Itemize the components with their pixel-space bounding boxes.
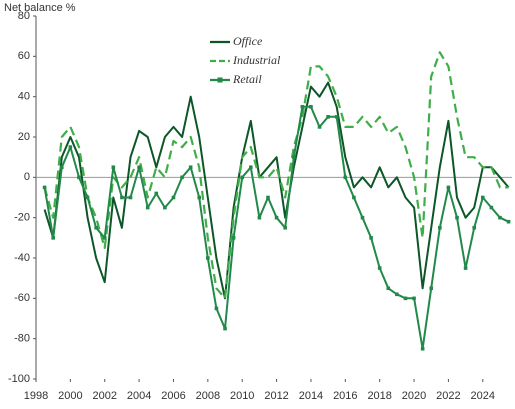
marker — [326, 115, 330, 119]
y-tick-label: -40 — [14, 252, 30, 264]
marker — [429, 286, 434, 291]
marker — [128, 195, 133, 200]
marker — [163, 205, 167, 210]
x-tick-label: 2024 — [471, 390, 495, 402]
legend-label: Retail — [232, 72, 262, 86]
y-tick-label: -20 — [14, 212, 30, 224]
marker — [334, 115, 339, 119]
marker — [102, 236, 107, 240]
marker — [506, 219, 511, 224]
marker — [463, 266, 468, 270]
marker — [111, 165, 116, 170]
marker — [352, 195, 356, 200]
marker — [214, 306, 219, 311]
marker — [480, 195, 485, 200]
legend-label: Industrial — [232, 53, 281, 67]
marker — [377, 266, 382, 270]
legend-label: Office — [233, 34, 263, 48]
marker — [300, 104, 305, 109]
x-tick-label: 2008 — [196, 390, 220, 402]
marker — [249, 165, 253, 170]
marker — [42, 185, 47, 190]
marker — [154, 191, 159, 196]
marker — [412, 296, 416, 301]
x-tick-label: 2014 — [299, 390, 323, 402]
x-tick-label: 1998 — [24, 390, 48, 402]
marker — [94, 225, 98, 230]
marker — [240, 175, 245, 180]
series-line — [43, 81, 510, 300]
y-axis-label: Net balance % — [4, 2, 76, 14]
series-line — [43, 51, 509, 300]
marker — [369, 236, 373, 240]
marker — [395, 292, 399, 297]
x-tick-label: 2016 — [333, 390, 357, 402]
marker — [403, 296, 408, 301]
y-tick-label: 80 — [18, 10, 30, 22]
legend-marker — [217, 77, 223, 83]
marker — [455, 215, 459, 220]
marker — [489, 205, 494, 210]
marker — [283, 225, 287, 230]
marker — [231, 236, 236, 240]
x-tick-label: 2022 — [436, 390, 460, 402]
y-tick-label: 40 — [18, 91, 30, 103]
marker — [77, 175, 81, 180]
marker — [498, 215, 502, 220]
marker — [171, 195, 176, 200]
marker — [68, 145, 73, 149]
x-tick-label: 2010 — [230, 390, 254, 402]
y-tick-label: -80 — [14, 333, 30, 345]
marker — [274, 215, 279, 220]
marker — [223, 326, 227, 331]
marker — [309, 104, 313, 109]
marker — [291, 155, 296, 159]
x-tick-label: 2018 — [367, 390, 391, 402]
marker — [137, 165, 141, 170]
marker — [120, 195, 124, 200]
x-tick-label: 2020 — [402, 390, 426, 402]
y-tick-label: 60 — [18, 50, 30, 62]
x-tick-label: 2012 — [264, 390, 288, 402]
marker — [145, 205, 150, 210]
marker — [420, 346, 425, 351]
marker — [266, 195, 270, 200]
x-tick-label: 2000 — [58, 390, 82, 402]
marker — [197, 195, 202, 200]
marker — [180, 175, 184, 180]
x-tick-label: 2004 — [127, 390, 151, 402]
y-tick-label: 0 — [24, 171, 30, 183]
marker — [188, 165, 193, 170]
marker — [386, 286, 391, 291]
marker — [59, 165, 64, 170]
marker — [317, 125, 322, 129]
marker — [438, 225, 442, 230]
marker — [51, 236, 55, 240]
x-tick-label: 2006 — [161, 390, 185, 402]
y-tick-label: 20 — [18, 131, 30, 143]
y-tick-label: -60 — [14, 292, 30, 304]
marker — [343, 175, 348, 180]
marker — [85, 195, 90, 200]
marker — [206, 256, 210, 260]
y-tick-label: -100 — [8, 373, 30, 385]
marker — [472, 225, 476, 230]
marker — [257, 215, 262, 220]
marker — [360, 215, 365, 220]
marker — [446, 185, 451, 190]
x-tick-label: 2002 — [92, 390, 116, 402]
